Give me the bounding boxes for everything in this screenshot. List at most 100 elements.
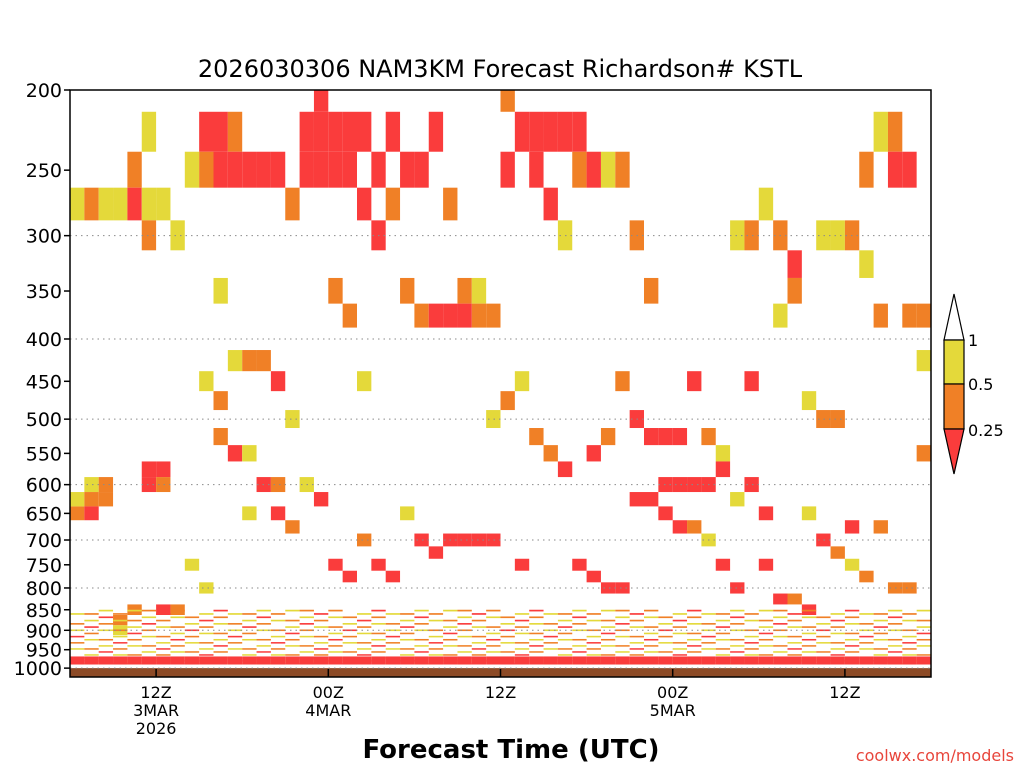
- low-level-stripe-126: [285, 632, 300, 635]
- low-level-stripe-414: [787, 642, 802, 644]
- low-level-stripe-332: [644, 638, 659, 641]
- heatmap-cell-39: [227, 151, 243, 188]
- heatmap-cell-99: [486, 303, 501, 328]
- low-level-stripe-5: [70, 648, 85, 650]
- low-level-stripe-47: [141, 651, 157, 653]
- heatmap-cell-157: [758, 506, 774, 521]
- heatmap-cell-128: [615, 582, 630, 594]
- heatmap-cell-124: [600, 428, 616, 446]
- low-level-stripe-34: [127, 619, 142, 622]
- low-level-stripe-63: [170, 645, 185, 647]
- low-level-stripe-259: [514, 648, 530, 650]
- low-level-stripe-157: [342, 623, 357, 625]
- heatmap-cell-34: [213, 151, 228, 188]
- low-level-stripe-146: [313, 654, 329, 656]
- low-level-stripe-36: [127, 632, 142, 635]
- low-level-stripe-158: [342, 629, 357, 632]
- low-level-stripe-231: [471, 619, 487, 622]
- low-level-stripe-406: [773, 645, 788, 647]
- surface-layer-cell-53: [830, 656, 845, 665]
- low-level-stripe-413: [787, 635, 802, 638]
- low-level-stripe-166: [357, 626, 372, 628]
- heatmap-cell-50: [270, 371, 286, 392]
- low-level-stripe-149: [328, 616, 343, 619]
- heatmap-cell-80: [385, 570, 401, 583]
- low-level-stripe-132: [299, 616, 314, 619]
- low-level-stripe-10: [84, 626, 99, 628]
- low-level-stripe-358: [687, 651, 702, 653]
- heatmap-cell-81: [400, 151, 415, 188]
- heatmap-cell-142: [687, 371, 702, 392]
- low-level-stripe-402: [773, 616, 788, 619]
- heatmap-cell-113: [543, 445, 558, 462]
- surface-layer-cell-20: [357, 656, 372, 665]
- low-level-stripe-75: [199, 619, 214, 622]
- y-axis: 200 250 300 350 400 450 500 550 600 650 700 7508008…: [14, 80, 70, 680]
- low-level-stripe-18: [98, 623, 114, 625]
- y-tick-label-950: 950: [26, 640, 62, 662]
- low-level-stripe-90: [227, 613, 243, 615]
- low-level-stripe-196: [414, 609, 429, 612]
- low-level-stripe-119: [270, 642, 286, 644]
- low-level-stripe-83: [213, 616, 228, 619]
- low-level-stripe-120: [270, 648, 286, 650]
- surface-layer-cell-12: [242, 656, 257, 665]
- heatmap-cell-121: [586, 445, 601, 462]
- low-level-stripe-431: [816, 651, 831, 653]
- heatmap-cell-5: [84, 492, 99, 507]
- heatmap-cell-49: [270, 151, 286, 188]
- heatmap-cell-100: [486, 410, 501, 429]
- low-level-stripe-423: [801, 645, 817, 647]
- low-level-stripe-314: [615, 629, 630, 632]
- low-level-stripe-345: [672, 619, 688, 622]
- low-level-stripe-321: [629, 619, 644, 622]
- low-level-stripe-31: [113, 654, 128, 656]
- low-level-stripe-236: [471, 654, 487, 656]
- low-level-stripe-373: [715, 648, 731, 650]
- heatmap-cell-104: [500, 391, 515, 411]
- low-level-stripe-180: [385, 613, 401, 615]
- low-level-stripe-78: [199, 642, 214, 644]
- low-level-stripe-2: [70, 629, 85, 632]
- heatmap-cell-172: [830, 410, 845, 429]
- heatmap-cell-0: [70, 187, 85, 221]
- low-level-stripe-246: [500, 616, 515, 619]
- surface-layer-cell-27: [457, 656, 472, 665]
- low-level-stripe-198: [414, 623, 429, 625]
- low-level-stripe-352: [687, 609, 702, 612]
- low-level-stripe-124: [285, 619, 300, 622]
- low-level-stripe-398: [758, 645, 774, 647]
- heatmap-cell-183: [887, 111, 903, 152]
- heatmap-cell-4: [84, 477, 99, 493]
- low-level-stripe-399: [758, 654, 774, 656]
- low-level-stripe-25: [113, 613, 128, 615]
- low-level-stripe-156: [342, 616, 357, 619]
- surface-layer-cell-9: [199, 656, 214, 665]
- low-level-stripe-93: [227, 635, 243, 638]
- heatmap-cell-108: [529, 111, 544, 152]
- low-level-stripe-242: [486, 638, 501, 641]
- low-level-stripe-350: [672, 654, 688, 656]
- low-level-stripe-250: [500, 642, 515, 644]
- low-level-stripe-69: [184, 635, 200, 638]
- low-level-stripe-334: [644, 651, 659, 653]
- colorbar-bottom-arrow: [943, 428, 965, 475]
- surface-layer-cell-5: [141, 656, 157, 665]
- low-level-stripe-368: [715, 613, 731, 615]
- low-level-stripe-221: [457, 609, 472, 612]
- low-level-stripe-99: [242, 619, 257, 622]
- y-tick-label-200: 200: [26, 80, 62, 102]
- heatmap-cell-45: [242, 506, 257, 521]
- low-level-stripe-136: [299, 645, 314, 647]
- low-level-stripe-135: [299, 635, 314, 638]
- heatmap-cell-32: [199, 582, 214, 594]
- low-level-stripe-284: [557, 654, 573, 656]
- heatmap-cell-14: [127, 187, 142, 221]
- low-level-stripe-372: [715, 638, 731, 641]
- low-level-stripe-172: [371, 609, 386, 612]
- heatmap-cell-162: [787, 250, 802, 278]
- low-level-stripe-447: [844, 645, 860, 647]
- heatmap-cell-13: [127, 151, 142, 188]
- low-level-stripe-386: [744, 619, 759, 622]
- low-level-stripe-481: [902, 654, 917, 656]
